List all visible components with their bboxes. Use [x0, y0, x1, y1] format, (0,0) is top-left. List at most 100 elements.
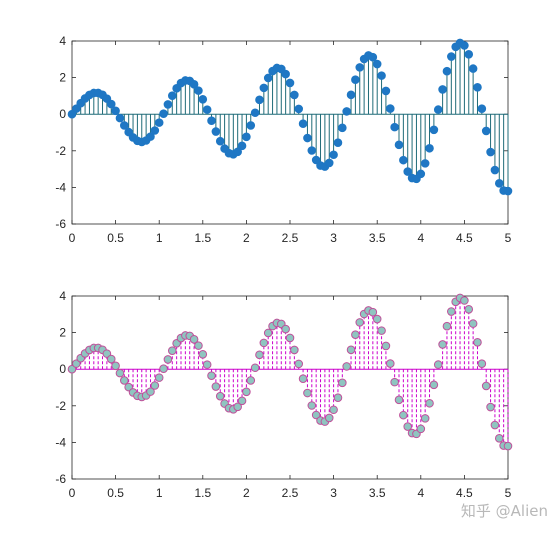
stem-marker — [255, 95, 264, 105]
x-tick-label: 3 — [330, 231, 337, 245]
x-tick-label: 1.5 — [194, 486, 211, 500]
y-tick-label: -6 — [55, 472, 66, 486]
stem-marker — [294, 104, 304, 114]
stem-marker — [464, 304, 474, 314]
stem-marker — [163, 100, 173, 109]
x-tick-label: 2.5 — [282, 231, 299, 245]
stem-marker — [298, 374, 308, 384]
stem-marker — [150, 381, 160, 390]
stem-marker — [255, 350, 264, 360]
stem-marker — [394, 140, 404, 150]
stem-marker — [111, 106, 120, 116]
stem-marker — [355, 63, 365, 72]
stem-marker — [381, 86, 391, 96]
stem-marker — [442, 321, 452, 331]
stem-marker — [285, 333, 295, 343]
stem-marker — [399, 155, 408, 165]
x-tick-label: 0 — [69, 486, 76, 500]
marker-series — [67, 293, 513, 451]
stem-marker — [425, 143, 434, 153]
stem-marker — [146, 132, 155, 141]
stem-marker — [211, 127, 221, 136]
stem-marker — [146, 387, 155, 396]
stem-marker — [351, 75, 360, 85]
stem-marker — [303, 388, 312, 398]
stem-chart-1: 0 0.5 1 1.5 2 2.5 3 3.5 4 4.5 5 -6 -4 -2 0 2 4 — [55, 34, 513, 245]
stem-marker — [67, 109, 77, 119]
stem-marker — [294, 359, 304, 369]
stem-marker — [338, 123, 347, 133]
y-tick-label: -2 — [55, 144, 66, 158]
stem-marker — [460, 41, 469, 50]
stem-marker — [167, 91, 177, 101]
stem-marker — [307, 401, 317, 410]
stem-marker — [368, 307, 378, 317]
stem-marker — [307, 146, 317, 155]
stem-marker — [233, 147, 242, 157]
stem-marker — [342, 107, 351, 116]
stem-marker — [215, 136, 225, 146]
x-tick-label: 3.5 — [369, 231, 386, 245]
stem-marker — [403, 167, 413, 176]
stem-marker — [416, 169, 426, 179]
stem-series — [75, 297, 509, 447]
stem-marker — [154, 118, 164, 127]
stem-marker — [486, 147, 495, 157]
stem-marker — [198, 95, 208, 104]
y-tick-label: 2 — [59, 71, 66, 85]
stem-marker — [207, 371, 216, 381]
stem-marker — [233, 402, 242, 412]
stem-marker — [433, 105, 443, 114]
stem-marker — [486, 402, 495, 412]
stem-marker — [194, 341, 203, 350]
stem-marker — [390, 122, 399, 132]
stem-marker — [399, 410, 408, 420]
x-tick-label: 2 — [243, 231, 250, 245]
stem-marker — [189, 80, 199, 89]
stem-marker — [102, 349, 112, 358]
stem-marker — [342, 362, 351, 371]
stem-marker — [324, 158, 334, 168]
stem-marker — [329, 405, 338, 415]
stem-marker — [298, 119, 308, 129]
stem-marker — [490, 420, 500, 430]
stem-marker — [433, 360, 443, 369]
axes-box — [71, 295, 509, 480]
stem-marker — [481, 126, 491, 136]
stem-marker — [115, 113, 125, 123]
stem-marker — [447, 52, 456, 61]
stem-marker — [102, 94, 112, 103]
stem-marker — [242, 387, 251, 397]
stem-marker — [442, 66, 452, 76]
stem-marker — [346, 90, 356, 100]
x-tick-label: 1 — [156, 486, 163, 500]
stem-marker — [494, 434, 504, 443]
stem-marker — [115, 368, 125, 378]
stem-marker — [167, 346, 177, 356]
x-tick-label: 1.5 — [194, 231, 211, 245]
stem-marker — [189, 335, 199, 344]
y-tick-label: 0 — [59, 107, 66, 121]
stem-marker — [385, 104, 395, 113]
stem-marker — [416, 424, 426, 434]
y-tick-label: 4 — [59, 289, 66, 303]
stem-marker — [285, 78, 295, 88]
stem-marker — [163, 355, 173, 364]
y-tick-label: -6 — [55, 217, 66, 231]
stem-marker — [237, 141, 247, 151]
stem-marker — [215, 391, 225, 401]
stem-marker — [242, 132, 251, 142]
stem-marker — [207, 116, 216, 126]
stem-marker — [503, 441, 513, 451]
stem-marker — [120, 376, 129, 385]
stem-marker — [477, 359, 487, 368]
stem-marker — [329, 150, 338, 160]
x-tick-label: 2.5 — [282, 486, 299, 500]
stem-marker — [460, 296, 469, 305]
y-tick-label: 0 — [59, 362, 66, 376]
y-tick-label: -4 — [55, 435, 66, 449]
stem-marker — [67, 364, 77, 374]
stem-marker — [263, 328, 273, 338]
stem-marker — [368, 52, 378, 62]
